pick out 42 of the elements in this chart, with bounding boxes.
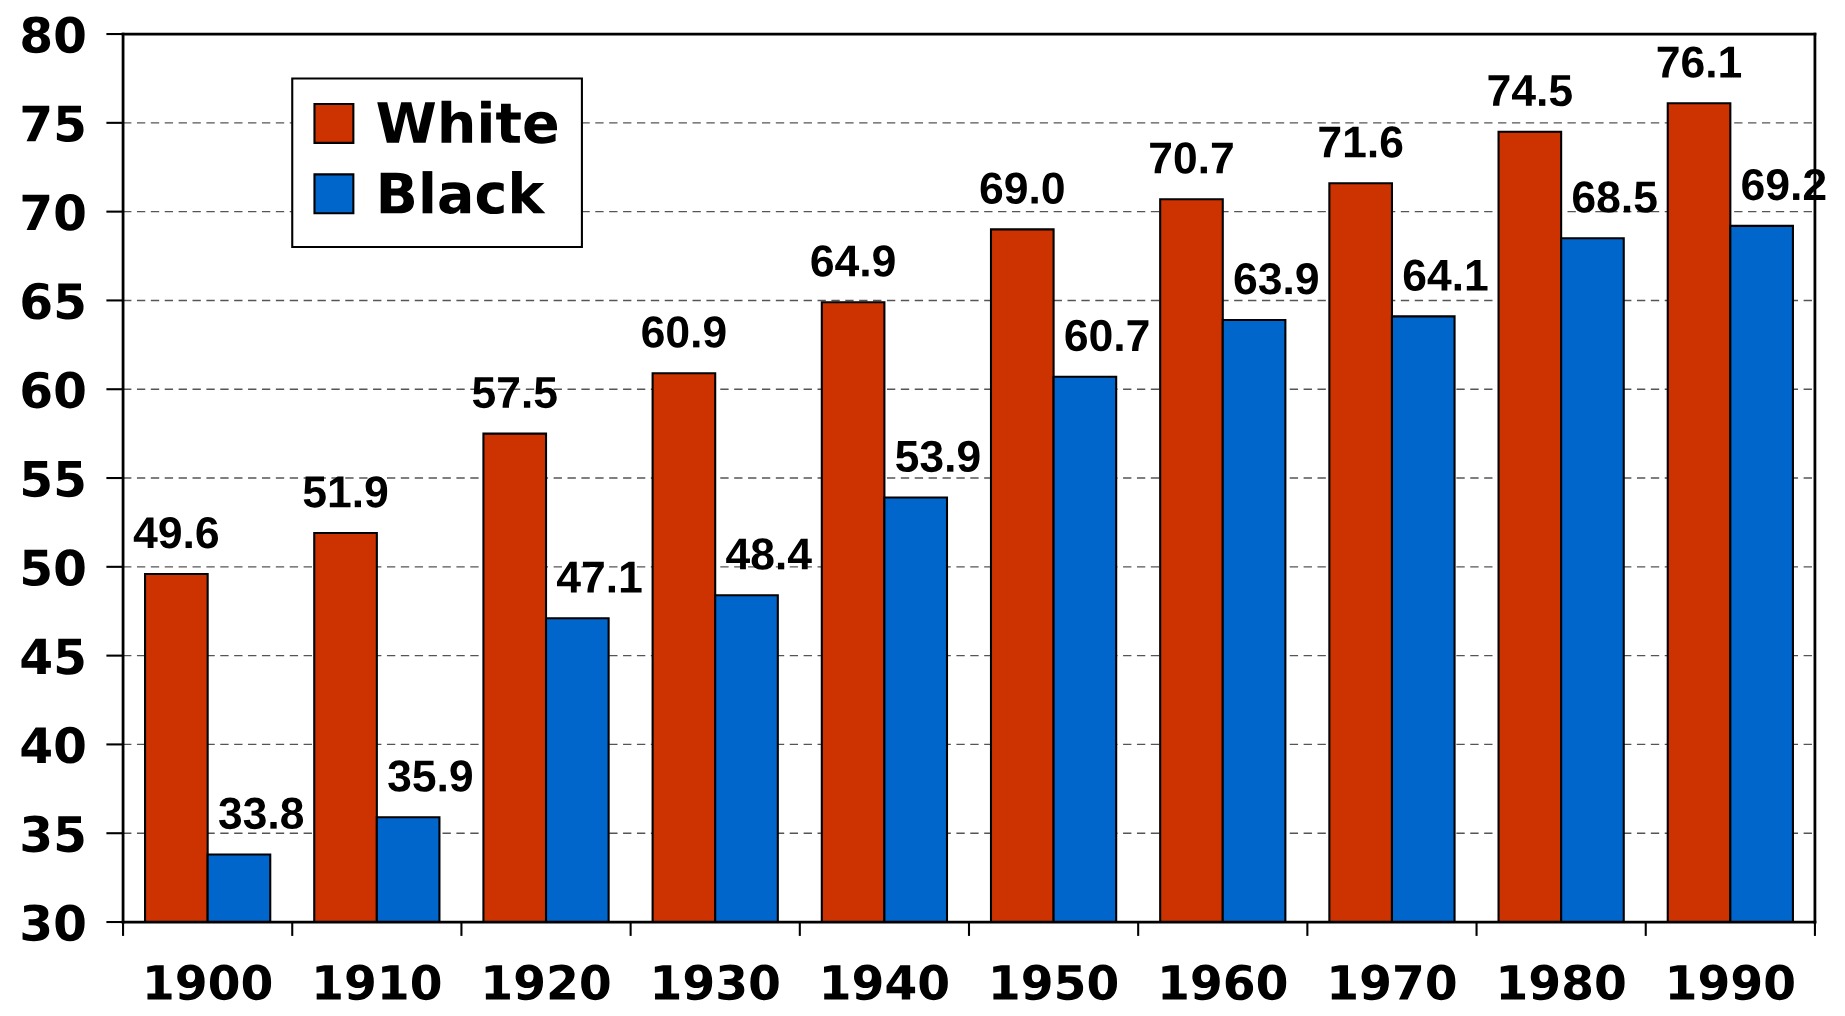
y-tick-label: 45 (21, 638, 84, 675)
data-label: 53.9 (896, 440, 980, 473)
data-label: 51.9 (303, 476, 388, 508)
y-tick-label: 75 (22, 105, 84, 142)
y-tick-label: 50 (23, 549, 85, 586)
x-tick-label: 1970 (1331, 964, 1456, 1001)
data-label: 64.1 (1403, 259, 1488, 291)
data-label: 60.9 (642, 316, 726, 348)
y-tick-label: 65 (22, 282, 84, 320)
y-tick-label: 30 (22, 904, 85, 942)
data-label: 57.5 (472, 377, 557, 409)
data-label: 74.5 (1488, 75, 1572, 107)
x-tick-label: 1900 (147, 964, 272, 1001)
data-label: 33.8 (218, 797, 304, 830)
data-label: 70.7 (1150, 142, 1233, 174)
x-tick-label: 1950 (993, 964, 1118, 1001)
data-label: 63.9 (1234, 263, 1318, 295)
x-tick-label: 1910 (316, 964, 441, 1001)
data-label: 64.9 (811, 245, 895, 277)
x-tick-label: 1940 (824, 964, 948, 1001)
legend-label: Black (380, 171, 546, 215)
data-label: 35.9 (388, 760, 472, 792)
y-tick-label: 40 (21, 726, 85, 764)
x-tick-label: 1960 (1162, 964, 1287, 1001)
legend-label: White (377, 100, 557, 144)
x-tick-label: 1990 (1669, 964, 1794, 1001)
x-tick-label: 1920 (485, 964, 610, 1001)
x-tick-label: 1980 (1500, 964, 1625, 1001)
data-label: 69.0 (980, 172, 1064, 204)
data-label: 60.7 (1065, 319, 1149, 352)
y-tick-label: 60 (22, 371, 85, 409)
data-label: 71.6 (1319, 126, 1403, 158)
data-label: 76.1 (1657, 46, 1742, 78)
data-label: 47.1 (556, 561, 642, 593)
y-tick-label: 55 (23, 461, 84, 498)
data-label: 48.4 (726, 538, 812, 570)
data-label: 49.6 (133, 517, 218, 549)
x-tick-label: 1930 (654, 964, 779, 1001)
y-tick-label: 70 (22, 194, 85, 231)
y-tick-label: 35 (22, 815, 84, 853)
y-tick-label: 80 (22, 16, 85, 54)
data-label: 68.5 (1573, 181, 1657, 213)
